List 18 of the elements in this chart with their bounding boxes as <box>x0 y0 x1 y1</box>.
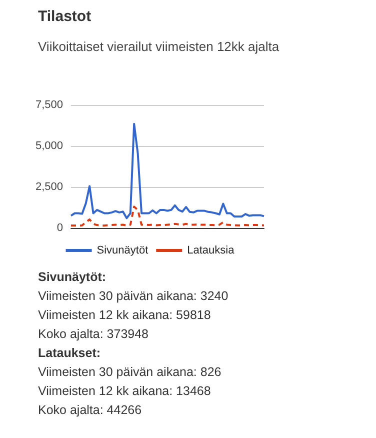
chart-subtitle: Viikoittaiset vierailut viimeisten 12kk ajalta <box>38 39 280 54</box>
legend-label: Latauksia <box>187 244 236 256</box>
text: Koko ajalta: 44266 <box>38 402 143 419</box>
line-series <box>70 206 265 227</box>
y-tick-label: 7,500 <box>35 99 63 111</box>
line-series <box>70 122 265 220</box>
text: Lataukset: <box>38 345 102 362</box>
text: Viimeisten 30 päivän aikana: 3240 <box>38 288 228 305</box>
text: Koko ajalta: 373948 <box>38 326 150 343</box>
y-tick-label: 0 <box>56 222 63 234</box>
text: Viimeisten 12 kk aikana: 13468 <box>38 383 212 400</box>
chart-title: Tilastot <box>38 8 92 25</box>
y-tick-label: 5,000 <box>35 140 63 152</box>
y-tick-label: 2,500 <box>35 181 63 193</box>
text: Viimeisten 30 päivän aikana: 826 <box>38 364 222 381</box>
text: Sivunäytöt: <box>38 269 108 286</box>
legend-label: Sivunäytöt <box>96 244 148 256</box>
text: Viimeisten 12 kk aikana: 59818 <box>38 307 212 324</box>
